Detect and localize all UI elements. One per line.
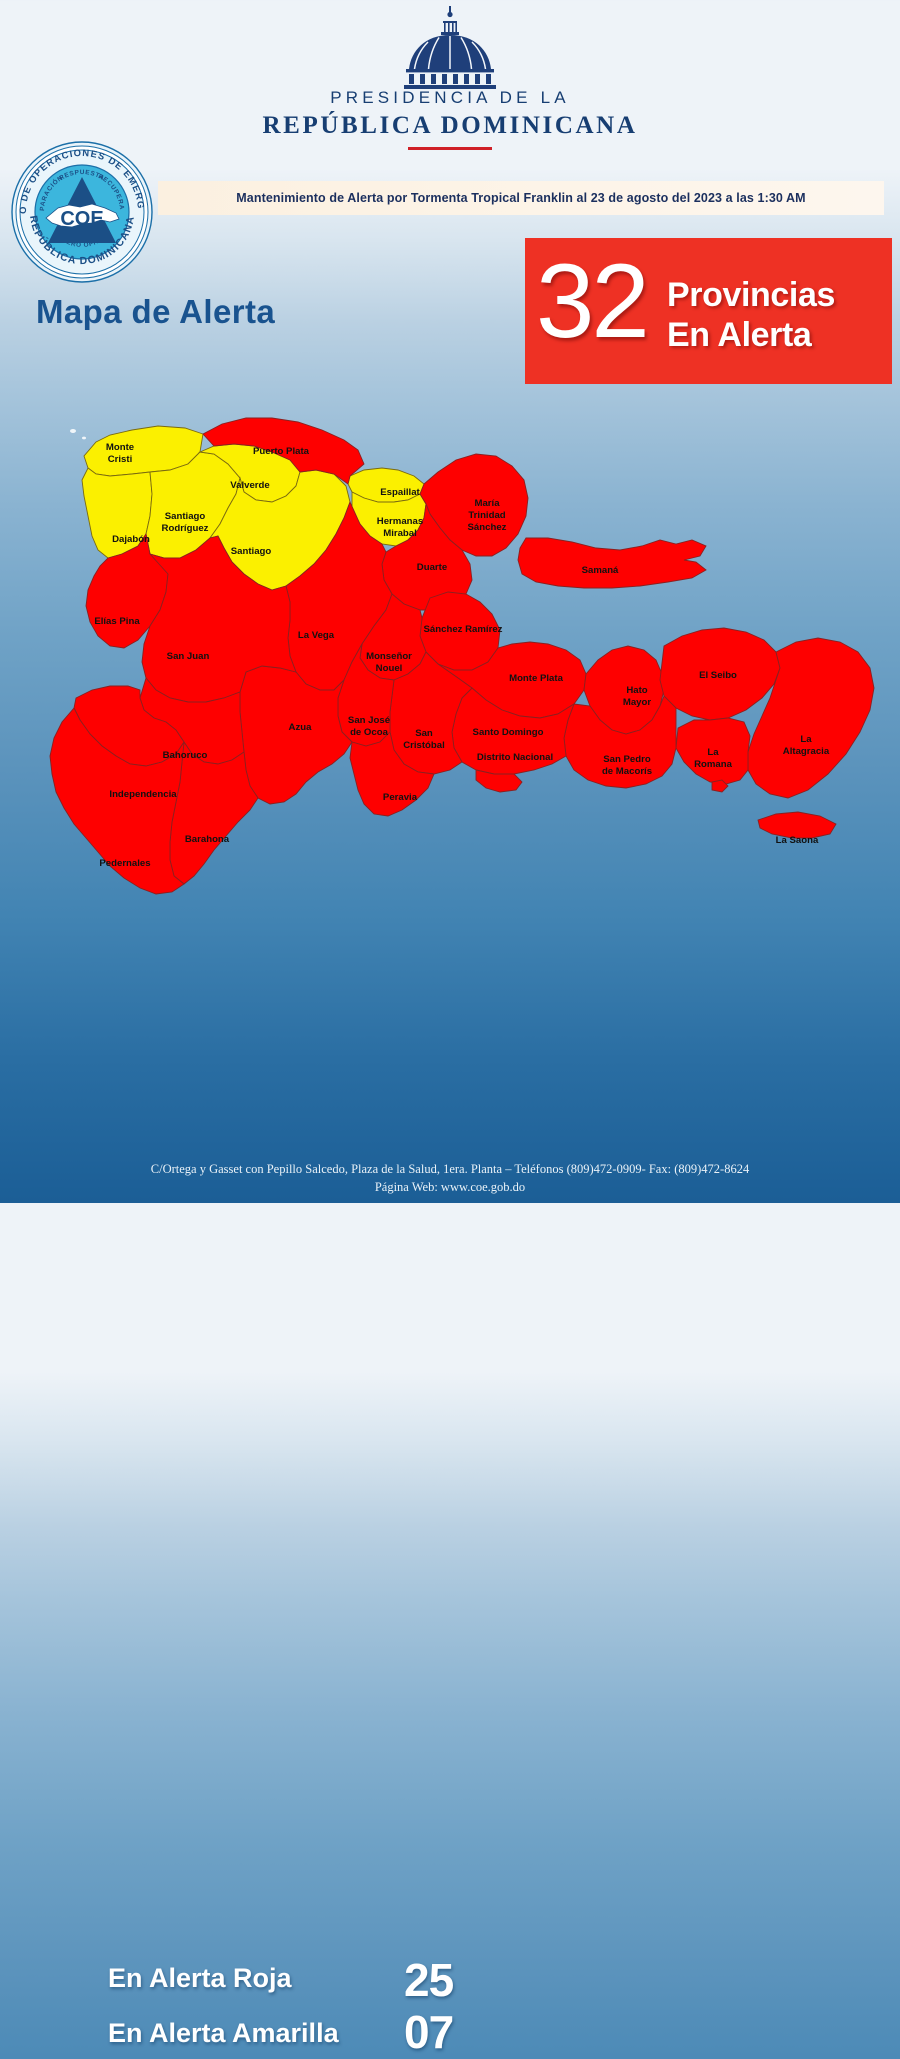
svg-text:Azua: Azua — [289, 722, 313, 733]
provinces-alert-box: 32 Provincias En Alerta — [525, 238, 892, 384]
province-peravia[interactable] — [349, 731, 435, 817]
svg-text:Barahona: Barahona — [185, 834, 230, 845]
institution-line-1: PRESIDENCIA DE LA — [330, 88, 570, 107]
svg-text:San Juan: San Juan — [167, 651, 210, 662]
svg-text:Bahoruco: Bahoruco — [163, 750, 208, 761]
alert-legend: En Alerta Roja En Alerta Amarilla 25 07 — [0, 975, 900, 2058]
province-distrito-nacional[interactable] — [475, 769, 523, 793]
seal-acronym: COE — [60, 208, 103, 230]
legend-red-count: 25 — [404, 1954, 454, 2006]
presidential-dome-icon — [0, 6, 900, 95]
svg-text:Monte: Monte — [106, 442, 134, 453]
svg-text:Mayor: Mayor — [623, 697, 652, 708]
svg-text:Cristóbal: Cristóbal — [403, 740, 445, 751]
svg-text:Peravia: Peravia — [383, 792, 418, 803]
svg-text:Distrito Nacional: Distrito Nacional — [477, 752, 553, 763]
svg-text:Sánchez Ramírez: Sánchez Ramírez — [424, 624, 503, 635]
province-puerto-plata[interactable] — [202, 417, 365, 485]
provinces-count: 32 — [536, 243, 650, 360]
page-header: PRESIDENCIA DE LA REPÚBLICA DOMINICANA — [0, 0, 900, 175]
header-red-rule — [408, 147, 492, 150]
institution-line-2: REPÚBLICA DOMINICANA — [262, 112, 638, 139]
alert-banner: Mantenimiento de Alerta por Tormenta Tro… — [158, 181, 884, 215]
svg-text:Sánchez: Sánchez — [468, 522, 507, 533]
svg-text:Pedernales: Pedernales — [99, 858, 150, 869]
footer-website: Página Web: www.coe.gob.do — [374, 1180, 526, 1194]
legend-yellow-label: En Alerta Amarilla — [108, 2018, 339, 2048]
svg-text:La: La — [707, 747, 719, 758]
svg-text:Cristi: Cristi — [108, 454, 133, 465]
map-province-labels: Monte Cristi Valverde Santiago Rodríguez… — [94, 442, 830, 869]
svg-text:San: San — [415, 728, 433, 739]
svg-text:Espaillat: Espaillat — [380, 487, 420, 498]
svg-text:Romana: Romana — [694, 759, 733, 770]
svg-text:Puerto Plata: Puerto Plata — [253, 446, 310, 457]
provinces-label-line1: Provincias — [667, 276, 835, 314]
alert-map[interactable]: Monte Cristi Valverde Santiago Rodríguez… — [0, 398, 900, 968]
svg-text:Valverde: Valverde — [230, 480, 269, 491]
svg-text:Santiago: Santiago — [165, 511, 206, 522]
province-la-romana[interactable] — [675, 717, 751, 785]
svg-text:San José: San José — [348, 715, 390, 726]
province-la-saona[interactable] — [757, 811, 837, 839]
svg-text:María: María — [474, 498, 500, 509]
svg-text:Altagracia: Altagracia — [783, 746, 830, 757]
province-catalina-islet — [711, 779, 729, 793]
svg-text:Hato: Hato — [626, 685, 647, 696]
province-samana[interactable] — [517, 537, 707, 589]
coe-seal-icon: CENTRO DE OPERACIONES DE EMERGENCIAS REP… — [2, 125, 158, 286]
svg-text:El Seibo: El Seibo — [699, 670, 737, 681]
province-san-pedro-de-macoris[interactable] — [563, 695, 677, 789]
province-elias-pina[interactable] — [85, 532, 169, 649]
provinces-label-line2: En Alerta — [667, 316, 812, 354]
page-title: Mapa de Alerta — [36, 293, 276, 330]
svg-text:Santiago: Santiago — [231, 546, 272, 557]
svg-text:Independencia: Independencia — [109, 789, 177, 800]
province-barahona[interactable] — [169, 740, 259, 885]
svg-text:Rodríguez: Rodríguez — [162, 523, 209, 534]
svg-text:Hermanas: Hermanas — [377, 516, 423, 527]
map-red-provinces — [49, 417, 875, 895]
province-san-juan[interactable] — [141, 535, 297, 703]
svg-text:Trinidad: Trinidad — [468, 510, 505, 521]
svg-text:La Saona: La Saona — [776, 835, 819, 846]
svg-text:Mirabal: Mirabal — [383, 528, 417, 539]
svg-text:La Vega: La Vega — [298, 630, 335, 641]
map-yellow-provinces — [81, 425, 427, 591]
svg-text:de Ocoa: de Ocoa — [350, 727, 389, 738]
province-la-altagracia[interactable] — [747, 637, 875, 799]
svg-text:de Macorís: de Macorís — [602, 766, 652, 777]
province-pedernales[interactable] — [49, 707, 185, 895]
svg-text:Duarte: Duarte — [417, 562, 447, 573]
svg-text:Monte Plata: Monte Plata — [509, 673, 564, 684]
svg-text:Dajabón: Dajabón — [112, 534, 150, 545]
svg-text:Samaná: Samaná — [582, 565, 619, 576]
footer-address: C/Ortega y Gasset con Pepillo Salcedo, P… — [150, 1162, 750, 1176]
legend-yellow-count: 07 — [404, 2006, 454, 2058]
alert-banner-text: Mantenimiento de Alerta por Tormenta Tro… — [236, 191, 806, 205]
svg-text:Nouel: Nouel — [376, 663, 403, 674]
svg-text:Santo Domingo: Santo Domingo — [473, 727, 544, 738]
svg-text:La: La — [800, 734, 812, 745]
map-islets — [70, 429, 86, 440]
page-footer: C/Ortega y Gasset con Pepillo Salcedo, P… — [0, 1160, 900, 1196]
svg-text:Monseñor: Monseñor — [366, 651, 412, 662]
svg-text:San Pedro: San Pedro — [603, 754, 651, 765]
svg-text:Elías Pina: Elías Pina — [94, 616, 140, 627]
legend-red-label: En Alerta Roja — [108, 1963, 292, 1993]
